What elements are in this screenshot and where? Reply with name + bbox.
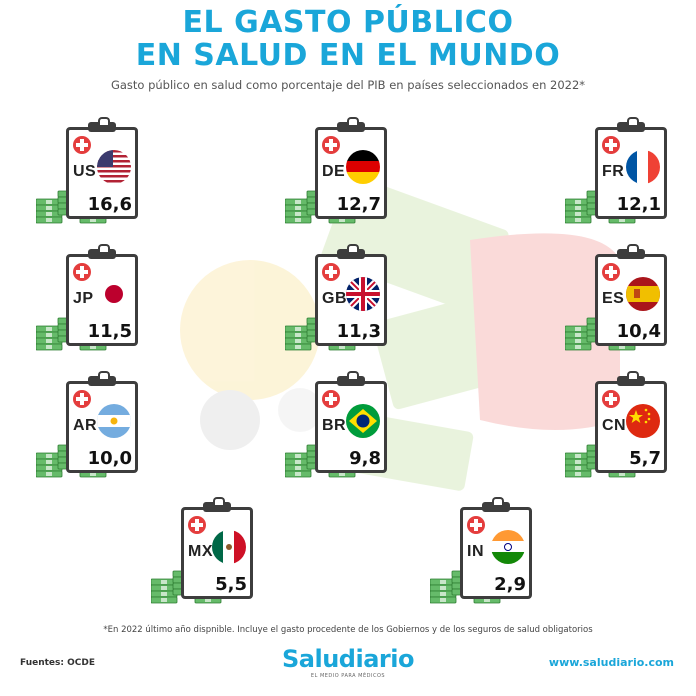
clipboard-clip [617, 244, 645, 259]
country-code: MX [188, 543, 213, 560]
value-label: 9,8 [347, 448, 383, 469]
flag-icon-mx [212, 530, 246, 564]
country-code: BR [322, 417, 347, 434]
country-code: JP [73, 290, 94, 307]
clipboard-clip [617, 371, 645, 386]
clipboard-clip [88, 244, 116, 259]
medical-cross-icon [602, 390, 620, 408]
country-card-br: BR 9,8 [315, 371, 387, 473]
title-line-1: EL GASTO PÚBLICO [182, 5, 514, 40]
country-card-es: ES 10,4 [595, 244, 667, 346]
country-code: IN [467, 543, 484, 560]
value-label: 5,7 [627, 448, 663, 469]
medical-cross-icon [602, 263, 620, 281]
flag-icon-de [346, 150, 380, 184]
flag-icon-in [491, 530, 525, 564]
value-label: 11,3 [334, 321, 383, 342]
country-card-fr: FR 12,1 [595, 117, 667, 219]
flag-icon-ar [97, 404, 131, 438]
country-code: GB [322, 290, 347, 307]
medical-cross-icon [467, 516, 485, 534]
country-card-gb: GB 11,3 [315, 244, 387, 346]
flag-icon-fr [626, 150, 660, 184]
clipboard-clip [337, 371, 365, 386]
medical-cross-icon [73, 136, 91, 154]
brand-tagline: EL MEDIO PARA MÉDICOS [310, 673, 386, 679]
value-label: 11,5 [85, 321, 134, 342]
country-code: DE [322, 163, 346, 180]
page-subtitle: Gasto público en salud como porcentaje d… [110, 78, 586, 92]
clipboard-clip [337, 244, 365, 259]
country-card-us: US 16,6 [66, 117, 138, 219]
country-card-de: DE 12,7 [315, 117, 387, 219]
country-card-mx: MX 5,5 [181, 497, 253, 599]
clipboard-clip [88, 371, 116, 386]
country-code: ES [602, 290, 625, 307]
clipboard-clip [482, 497, 510, 512]
medical-cross-icon [73, 263, 91, 281]
sources: Fuentes: OCDE [20, 658, 95, 668]
country-code: CN [602, 417, 627, 434]
flag-icon-br [346, 404, 380, 438]
medical-cross-icon [322, 136, 340, 154]
value-label: 16,6 [85, 194, 134, 215]
medical-cross-icon [602, 136, 620, 154]
clipboard-clip [203, 497, 231, 512]
value-label: 12,1 [614, 194, 663, 215]
flag-icon-us [97, 150, 131, 184]
title-line-2: EN SALUD EN EL MUNDO [135, 38, 561, 73]
flag-icon-es [626, 277, 660, 311]
medical-cross-icon [322, 390, 340, 408]
page-title: EL GASTO PÚBLICO EN SALUD EN EL MUNDO [0, 6, 696, 72]
brand-logo[interactable]: Saludiario [282, 645, 414, 673]
medical-cross-icon [73, 390, 91, 408]
country-card-cn: CN 5,7 [595, 371, 667, 473]
country-card-ar: AR 10,0 [66, 371, 138, 473]
country-card-in: IN 2,9 [460, 497, 532, 599]
flag-icon-cn [626, 404, 660, 438]
value-label: 2,9 [492, 574, 528, 595]
country-code: FR [602, 163, 625, 180]
clipboard-clip [88, 117, 116, 132]
country-code: AR [73, 417, 98, 434]
value-label: 5,5 [213, 574, 249, 595]
value-label: 12,7 [334, 194, 383, 215]
medical-cross-icon [188, 516, 206, 534]
value-label: 10,4 [614, 321, 663, 342]
clipboard-clip [617, 117, 645, 132]
country-card-jp: JP 11,5 [66, 244, 138, 346]
footnote: *En 2022 último año dispnible. Incluye e… [103, 625, 593, 635]
flag-icon-jp [97, 277, 131, 311]
clipboard-clip [337, 117, 365, 132]
medical-cross-icon [322, 263, 340, 281]
website-link[interactable]: www.saludiario.com [548, 656, 674, 669]
value-label: 10,0 [85, 448, 134, 469]
flag-icon-gb [346, 277, 380, 311]
country-code: US [73, 163, 97, 180]
